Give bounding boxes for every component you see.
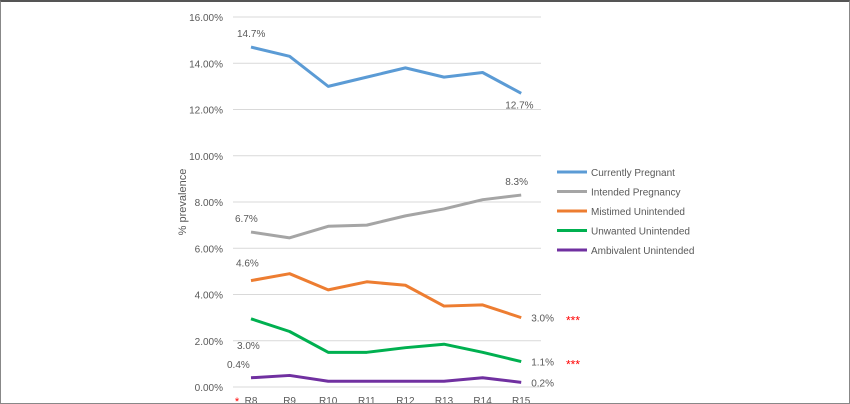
legend-entry: Currently Pregnant xyxy=(591,168,675,179)
y-tick-label: 4.00% xyxy=(195,291,223,302)
x-tick-label: R13 xyxy=(435,396,454,404)
series-line-4 xyxy=(250,373,522,384)
x-tick-label: R15 xyxy=(512,396,531,404)
data-label-first: 6.7% xyxy=(235,214,258,225)
x-tick-label: R11 xyxy=(358,396,376,404)
y-tick-label: 12.00% xyxy=(189,106,223,117)
series-line-0 xyxy=(250,45,522,95)
y-axis-label: % prevalence xyxy=(177,169,189,236)
data-label-first: 4.6% xyxy=(236,259,259,270)
legend-entry: Mistimed Unintended xyxy=(591,207,685,218)
data-label-first: 0.4% xyxy=(227,360,250,371)
significance-marker: *** xyxy=(566,358,580,372)
data-label-last: 12.7% xyxy=(505,100,533,111)
x-tick-label: R8 xyxy=(245,396,258,404)
x-tick-label: R12 xyxy=(396,396,415,404)
x-tick-label: R10 xyxy=(319,396,338,404)
legend-entry: Ambivalent Unintended xyxy=(591,246,694,257)
data-label-last: 3.0% xyxy=(531,314,554,325)
data-label-last: 1.1% xyxy=(531,358,554,369)
y-tick-label: 6.00% xyxy=(195,244,223,255)
data-label-first: 3.0% xyxy=(237,341,260,352)
y-tick-label: 14.00% xyxy=(189,59,223,70)
y-tick-label: 8.00% xyxy=(195,198,223,209)
legend-entry: Intended Pregnancy xyxy=(591,188,681,199)
significance-marker: *** xyxy=(566,314,580,328)
data-label-last: 0.2% xyxy=(531,378,554,389)
y-tick-label: 16.00% xyxy=(189,13,223,24)
y-tick-label: 2.00% xyxy=(195,337,223,348)
series-line-3 xyxy=(250,317,522,364)
data-label-last: 8.3% xyxy=(505,177,528,188)
series-line-1 xyxy=(250,193,522,240)
x-tick-label: R14 xyxy=(473,396,492,404)
legend-entry: Unwanted Unintended xyxy=(591,227,690,238)
x-tick-label: R9 xyxy=(283,396,296,404)
series-line-2 xyxy=(250,272,522,320)
y-tick-label: 0.00% xyxy=(195,383,223,394)
data-label-first: 14.7% xyxy=(237,29,265,40)
x-annotation: * xyxy=(235,396,240,404)
y-tick-label: 10.00% xyxy=(189,152,223,163)
